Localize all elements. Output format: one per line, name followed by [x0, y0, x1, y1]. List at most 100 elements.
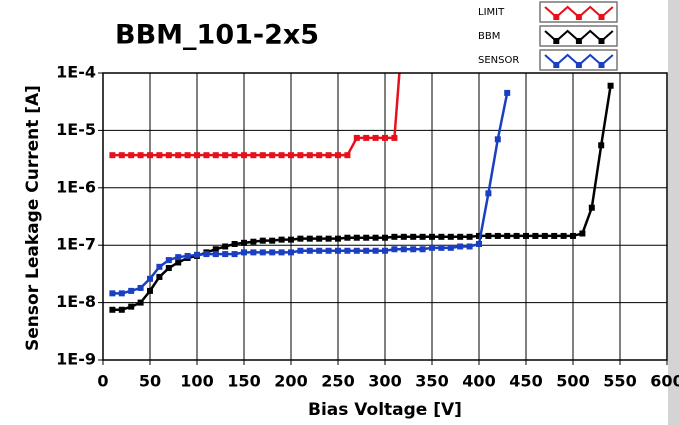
series-marker — [410, 233, 417, 240]
series-marker — [222, 152, 229, 159]
series-marker — [466, 243, 473, 250]
legend-label: SENSOR — [478, 55, 519, 66]
series-marker — [382, 134, 388, 141]
y-tick-label: 1E-9 — [56, 350, 96, 369]
series-marker — [109, 152, 116, 159]
series-marker — [353, 134, 360, 141]
series-marker — [109, 306, 116, 313]
series-marker — [175, 152, 182, 159]
series-marker — [429, 233, 435, 240]
series-marker — [588, 204, 595, 211]
series-marker — [316, 152, 323, 159]
series-marker — [363, 247, 370, 254]
series-marker — [156, 263, 163, 270]
series-marker — [194, 152, 200, 159]
series-marker — [400, 233, 407, 240]
series-marker — [297, 235, 304, 242]
series-marker — [419, 246, 426, 253]
series-marker — [278, 236, 285, 243]
grid — [98, 72, 668, 365]
series-marker — [297, 247, 304, 254]
series-marker — [391, 233, 398, 240]
series-marker — [231, 152, 238, 159]
series-marker — [457, 233, 464, 240]
series-marker — [212, 251, 219, 258]
series-marker — [306, 235, 313, 242]
plot-area — [109, 73, 614, 313]
series-marker — [325, 152, 332, 159]
series-marker — [504, 232, 511, 239]
series-marker — [353, 247, 360, 254]
series-marker — [372, 247, 379, 254]
x-tick-label: 550 — [603, 372, 636, 391]
legend-label: BBM — [478, 31, 500, 42]
x-tick-label: 150 — [227, 372, 260, 391]
series-marker — [532, 232, 539, 239]
series-marker — [128, 303, 135, 310]
series-marker — [429, 244, 435, 251]
x-tick-label: 250 — [321, 372, 354, 391]
series-marker — [325, 235, 332, 242]
series-marker — [372, 234, 379, 241]
series-marker — [156, 152, 163, 159]
series-marker — [278, 249, 285, 256]
series-marker — [382, 247, 388, 254]
series-marker — [391, 134, 398, 141]
frame-edge — [668, 0, 679, 425]
x-tick-label: 400 — [462, 372, 495, 391]
series-marker — [344, 247, 351, 254]
series-marker — [118, 306, 125, 313]
series-marker — [363, 134, 370, 141]
series-marker — [316, 235, 323, 242]
series-marker — [165, 152, 172, 159]
series-marker — [109, 290, 116, 297]
series-marker — [118, 290, 125, 297]
series-marker — [494, 136, 501, 143]
series-marker — [241, 249, 247, 256]
series-marker — [494, 232, 501, 239]
legend-swatch-marker — [598, 62, 605, 68]
series-marker — [438, 244, 445, 251]
series-marker — [485, 190, 492, 197]
series-marker — [457, 243, 464, 250]
series-marker — [241, 239, 247, 246]
series-marker — [570, 232, 576, 239]
y-axis-title: Sensor Leakage Current [A] — [23, 85, 43, 351]
series-marker — [335, 152, 341, 159]
series-marker — [560, 232, 567, 239]
x-tick-label: 0 — [97, 372, 108, 391]
series-marker — [335, 247, 341, 254]
legend-swatch-marker — [598, 14, 605, 20]
y-tick-label: 1E-5 — [56, 120, 96, 139]
series-marker — [410, 246, 417, 253]
series-marker — [222, 243, 229, 250]
legend: LIMIT BBM SENSOR — [478, 1, 618, 71]
x-tick-label: 350 — [415, 372, 448, 391]
series-marker — [231, 251, 238, 258]
legend-swatch-marker — [575, 14, 582, 20]
series-marker — [513, 232, 520, 239]
x-tick-label: 600 — [650, 372, 679, 391]
series-marker — [504, 89, 511, 96]
series-marker — [382, 234, 388, 241]
series-marker — [165, 265, 172, 272]
x-tick-label: 200 — [274, 372, 307, 391]
series-marker — [288, 236, 294, 243]
y-tick-label: 1E-7 — [56, 235, 96, 254]
series-marker — [391, 246, 398, 253]
series-marker — [128, 287, 135, 294]
series-marker — [175, 254, 182, 261]
series-marker — [241, 152, 247, 159]
series-marker — [156, 273, 163, 280]
series-marker — [147, 152, 153, 159]
legend-swatch-marker — [553, 62, 560, 68]
y-tick-label: 1E-8 — [56, 292, 96, 311]
series-marker — [137, 284, 144, 291]
series-marker — [476, 240, 482, 247]
series-marker — [250, 249, 257, 256]
series-marker — [269, 249, 276, 256]
series-marker — [466, 233, 473, 240]
